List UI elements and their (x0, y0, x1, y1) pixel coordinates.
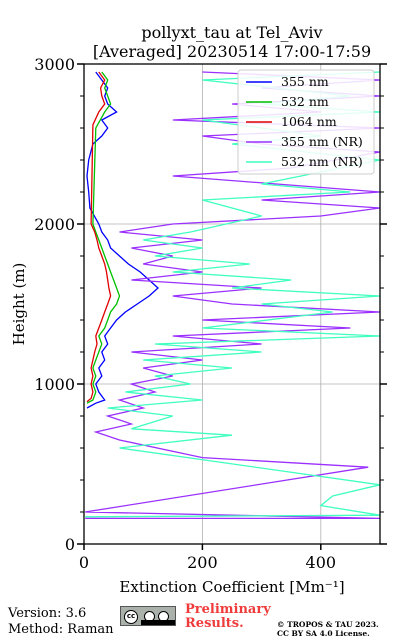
preliminary-line2: Results. (185, 616, 244, 631)
copyright-line2: CC BY SA 4.0 License. (277, 629, 370, 638)
cc-license-badge: cc (120, 606, 176, 626)
chart-title: pollyxt_tau at Tel_Aviv (141, 23, 322, 42)
legend-label-4: 532 nm (NR) (281, 154, 363, 169)
legend: 355 nm 532 nm 1064 nm 355 nm (NR) 532 nm (NR… (237, 69, 375, 175)
x-axis-label: Extinction Coefficient [Mm⁻¹] (119, 578, 344, 596)
chart-subtitle: [Averaged] 20230514 17:00-17:59 (93, 42, 371, 61)
series-line-0 (86, 71, 159, 409)
y-axis-label: Height (m) (10, 263, 28, 346)
copyright-notice: © TROPOS & TAU 2023. CC BY SA 4.0 Licens… (277, 620, 379, 638)
version-text: Version: 3.6 (8, 606, 87, 621)
x-tick-label: 400 (306, 553, 337, 572)
y-tick-label: 3000 (34, 55, 75, 74)
axis-ticks (77, 63, 387, 550)
preliminary-notice: Preliminary Results. (185, 603, 271, 631)
copyright-line1: © TROPOS & TAU 2023. (277, 620, 379, 629)
legend-label-1: 532 nm (281, 94, 329, 109)
figure: pollyxt_tau at Tel_Aviv [Averaged] 20230… (10, 23, 387, 596)
x-tick-label: 200 (187, 553, 218, 572)
method-text: Method: Raman (8, 622, 114, 637)
preliminary-line1: Preliminary (185, 602, 271, 617)
plot-frame (83, 63, 381, 545)
y-tick-label: 2000 (34, 215, 75, 234)
license-bar (141, 620, 175, 625)
series-line-2 (86, 71, 112, 403)
series-line-3 (85, 71, 380, 520)
series-line-1 (86, 71, 121, 404)
y-tick-label: 0 (65, 535, 75, 554)
x-tick-label: 0 (79, 553, 89, 572)
cc-icon: cc (124, 610, 138, 624)
legend-label-0: 355 nm (281, 74, 329, 89)
legend-box (237, 69, 375, 175)
axis-tick-labels: 0 200 400 0 1000 2000 3000 (34, 55, 336, 572)
y-tick-label: 1000 (34, 375, 75, 394)
legend-label-2: 1064 nm (281, 114, 337, 129)
legend-label-3: 355 nm (NR) (281, 134, 363, 149)
